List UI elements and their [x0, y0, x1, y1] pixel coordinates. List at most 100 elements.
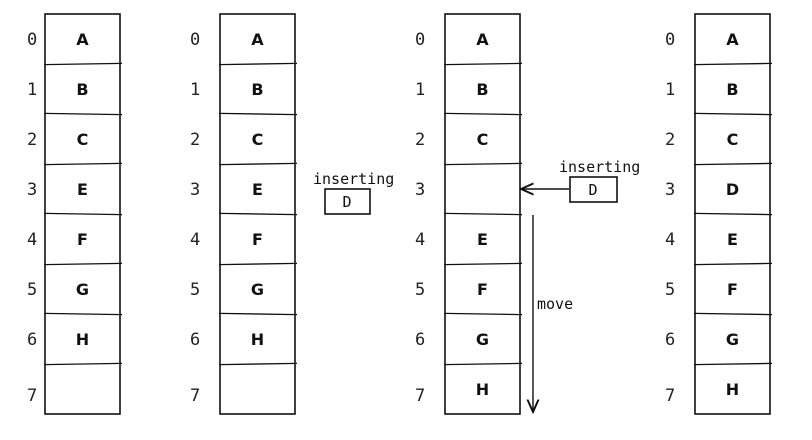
cell-divider [43, 112, 123, 116]
index-label: 2 [27, 130, 37, 150]
cell-divider [443, 62, 523, 66]
inserting-label-1: inserting [313, 170, 394, 188]
inserting-group-1: inserting D [313, 170, 394, 215]
cell-value: H [76, 330, 89, 349]
index-label: 0 [190, 30, 200, 50]
index-label: 3 [415, 180, 425, 200]
cell-value: B [726, 80, 738, 99]
cell-value: A [726, 30, 739, 49]
cell-divider [43, 62, 123, 66]
cell-value: G [726, 330, 739, 349]
index-label: 4 [27, 230, 37, 250]
cell-value: E [252, 180, 263, 199]
inserting-box-1 [324, 188, 371, 215]
index-label: 3 [665, 180, 675, 200]
index-label: 0 [415, 30, 425, 50]
cell-value: F [252, 230, 263, 249]
cell-divider [218, 262, 298, 266]
index-label: 5 [190, 280, 200, 300]
cell-divider [693, 262, 773, 266]
index-label: 7 [27, 386, 37, 406]
cell-value: B [76, 80, 88, 99]
index-label: 4 [190, 230, 200, 250]
index-label: 7 [415, 386, 425, 406]
index-label: 1 [27, 80, 37, 100]
cell-divider [443, 112, 523, 116]
cell-value: F [77, 230, 88, 249]
index-label: 5 [665, 280, 675, 300]
index-label: 1 [190, 80, 200, 100]
cell-value: B [476, 80, 488, 99]
cell-value: A [476, 30, 489, 49]
index-label: 3 [27, 180, 37, 200]
inserting-group-2: inserting D [521, 158, 640, 203]
cell-divider [693, 62, 773, 66]
index-label: 5 [27, 280, 37, 300]
cell-divider [693, 162, 773, 166]
inserting-box-2 [569, 176, 618, 203]
cell-value: H [726, 380, 739, 399]
cell-value: G [76, 280, 89, 299]
cell-divider [43, 162, 123, 166]
cell-divider [218, 162, 298, 166]
cell-value: B [251, 80, 263, 99]
cell-value: F [477, 280, 488, 299]
cell-value: C [727, 130, 739, 149]
cell-divider [43, 312, 123, 316]
index-label: 0 [27, 30, 37, 50]
cell-value: E [727, 230, 738, 249]
index-label: 6 [27, 330, 37, 350]
cell-divider [693, 362, 773, 366]
cell-divider [43, 362, 123, 366]
cell-value: H [476, 380, 489, 399]
index-label: 6 [190, 330, 200, 350]
index-label: 7 [665, 386, 675, 406]
move-label: move [537, 295, 573, 313]
cell-divider [218, 212, 298, 216]
cell-value: C [477, 130, 489, 149]
index-label: 0 [665, 30, 675, 50]
cell-value: A [251, 30, 264, 49]
cell-value: C [77, 130, 89, 149]
cell-value: E [477, 230, 488, 249]
cell-value: G [476, 330, 489, 349]
array-2: 0 A 1 B 2 C 3 E 4 F 5 G 6 H 7 [190, 13, 298, 415]
array-4: 0 A 1 B 2 C 3 D 4 E 5 F 6 G 7 H [665, 13, 773, 415]
array-3: 0 A 1 B 2 C 3 4 E 5 F 6 G 7 H [415, 13, 523, 415]
inserting-value-2: D [588, 181, 597, 199]
index-label: 2 [665, 130, 675, 150]
cell-divider [218, 312, 298, 316]
index-label: 4 [665, 230, 675, 250]
cell-divider [693, 312, 773, 316]
inserting-label-2: inserting [559, 158, 640, 176]
cell-value: E [77, 180, 88, 199]
cell-divider [693, 212, 773, 216]
cell-divider [443, 362, 523, 366]
cell-value: A [76, 30, 89, 49]
cell-divider [43, 212, 123, 216]
cell-value: D [726, 180, 739, 199]
index-label: 6 [415, 330, 425, 350]
cell-divider [443, 312, 523, 316]
cell-value: F [727, 280, 738, 299]
inserting-value-1: D [342, 193, 351, 211]
cell-divider [443, 262, 523, 266]
cell-divider [218, 62, 298, 66]
cell-value: G [251, 280, 264, 299]
cell-divider [443, 162, 523, 166]
index-label: 1 [665, 80, 675, 100]
index-label: 7 [190, 386, 200, 406]
index-label: 6 [665, 330, 675, 350]
move-group: move [533, 215, 573, 412]
index-label: 2 [415, 130, 425, 150]
cell-divider [43, 262, 123, 266]
index-label: 4 [415, 230, 425, 250]
cell-divider [218, 112, 298, 116]
index-label: 1 [415, 80, 425, 100]
cell-divider [443, 212, 523, 216]
cell-value: C [252, 130, 264, 149]
cell-value: H [251, 330, 264, 349]
cell-divider [218, 362, 298, 366]
index-label: 3 [190, 180, 200, 200]
